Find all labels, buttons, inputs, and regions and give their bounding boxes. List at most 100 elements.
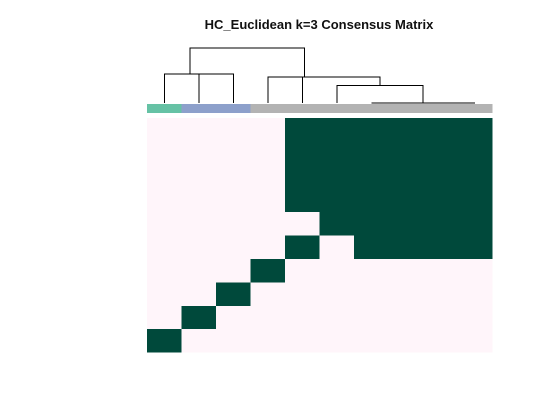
consensus-matrix xyxy=(147,118,493,353)
cluster-annotation-band xyxy=(147,104,493,113)
column-dendrogram xyxy=(163,47,475,104)
heatmap-cell xyxy=(457,164,493,189)
heatmap-cell xyxy=(216,188,252,213)
heatmap-cell xyxy=(354,328,390,353)
heatmap-cell xyxy=(354,188,390,213)
heatmap-cell xyxy=(250,118,286,142)
heatmap-cell xyxy=(319,305,355,330)
heatmap-cell xyxy=(250,235,286,259)
heatmap-cell xyxy=(285,235,321,259)
heatmap-cell xyxy=(216,305,252,330)
dendrogram-link xyxy=(301,76,381,103)
heatmap-cell xyxy=(388,188,424,213)
heatmap-cell xyxy=(250,164,286,189)
heatmap-cell xyxy=(423,258,459,283)
heatmap-cell xyxy=(423,118,459,142)
cluster-band-cell xyxy=(423,104,459,113)
heatmap-cell xyxy=(354,281,390,306)
heatmap-cell xyxy=(285,141,321,166)
heatmap-cell xyxy=(250,328,286,353)
heatmap-cell xyxy=(250,281,286,306)
heatmap-cell xyxy=(388,141,424,166)
heatmap-cell xyxy=(181,164,217,189)
heatmap-cell xyxy=(354,258,390,283)
heatmap-cell xyxy=(423,211,459,236)
heatmap-cell xyxy=(285,281,321,306)
heatmap-cell xyxy=(147,305,183,330)
heatmap-cell xyxy=(388,118,424,142)
heatmap-cell xyxy=(147,328,183,353)
heatmap-cell xyxy=(388,305,424,330)
heatmap-cell xyxy=(423,305,459,330)
cluster-band-cell xyxy=(285,104,321,113)
heatmap-cell xyxy=(354,118,390,142)
dendrogram-link xyxy=(198,73,234,103)
heatmap-cell xyxy=(388,258,424,283)
cluster-band-cell xyxy=(388,104,424,113)
heatmap-cell xyxy=(319,141,355,166)
heatmap-cell xyxy=(285,328,321,353)
heatmap-cell xyxy=(250,188,286,213)
heatmap-cell xyxy=(423,164,459,189)
heatmap-cell xyxy=(457,118,493,142)
heatmap-cell xyxy=(457,281,493,306)
heatmap-cell xyxy=(216,281,252,306)
heatmap-cell xyxy=(457,305,493,330)
heatmap-cell xyxy=(181,305,217,330)
heatmap-cell xyxy=(147,164,183,189)
heatmap-cell xyxy=(319,164,355,189)
cluster-band-cell xyxy=(250,104,286,113)
heatmap-cell xyxy=(457,258,493,283)
heatmap-cell xyxy=(285,164,321,189)
heatmap-cell xyxy=(457,328,493,353)
heatmap-cell xyxy=(216,328,252,353)
heatmap-cell xyxy=(285,211,321,236)
heatmap-cell xyxy=(423,281,459,306)
heatmap-cell xyxy=(388,328,424,353)
heatmap-cell xyxy=(250,305,286,330)
heatmap-cell xyxy=(147,118,183,142)
heatmap-cell xyxy=(319,188,355,213)
heatmap-cell xyxy=(181,141,217,166)
heatmap-cell xyxy=(457,235,493,259)
cluster-band-cell xyxy=(147,104,183,113)
heatmap-cell xyxy=(250,258,286,283)
heatmap-cell xyxy=(181,188,217,213)
heatmap-cell xyxy=(388,211,424,236)
heatmap-cell xyxy=(181,281,217,306)
heatmap-cell xyxy=(147,258,183,283)
heatmap-cell xyxy=(181,211,217,236)
heatmap-cell xyxy=(354,211,390,236)
cluster-band-cell xyxy=(216,104,252,113)
heatmap-cell xyxy=(181,235,217,259)
heatmap-cell xyxy=(354,141,390,166)
heatmap-cell xyxy=(354,235,390,259)
dendrogram-link xyxy=(189,47,305,77)
heatmap-cell xyxy=(457,188,493,213)
heatmap-cell xyxy=(457,141,493,166)
heatmap-cell xyxy=(423,141,459,166)
heatmap-cell xyxy=(181,328,217,353)
heatmap-cell xyxy=(388,235,424,259)
heatmap-cell xyxy=(319,235,355,259)
heatmap-cell xyxy=(147,281,183,306)
heatmap-cell xyxy=(250,141,286,166)
heatmap-cell xyxy=(216,235,252,259)
heatmap-cell xyxy=(216,211,252,236)
heatmap-cell xyxy=(354,164,390,189)
heatmap-cell xyxy=(319,258,355,283)
heatmap-cell xyxy=(285,258,321,283)
dendrogram-link xyxy=(267,76,342,103)
heatmap-cell xyxy=(216,258,252,283)
heatmap-cell xyxy=(285,118,321,142)
cluster-band-cell xyxy=(354,104,390,113)
heatmap-cell xyxy=(388,164,424,189)
heatmap-cell xyxy=(423,188,459,213)
heatmap-cell xyxy=(147,141,183,166)
heatmap-cell xyxy=(285,188,321,213)
cluster-band-cell xyxy=(457,104,493,113)
heatmap-cell xyxy=(147,211,183,236)
heatmap-cell xyxy=(319,211,355,236)
heatmap-cell xyxy=(423,328,459,353)
